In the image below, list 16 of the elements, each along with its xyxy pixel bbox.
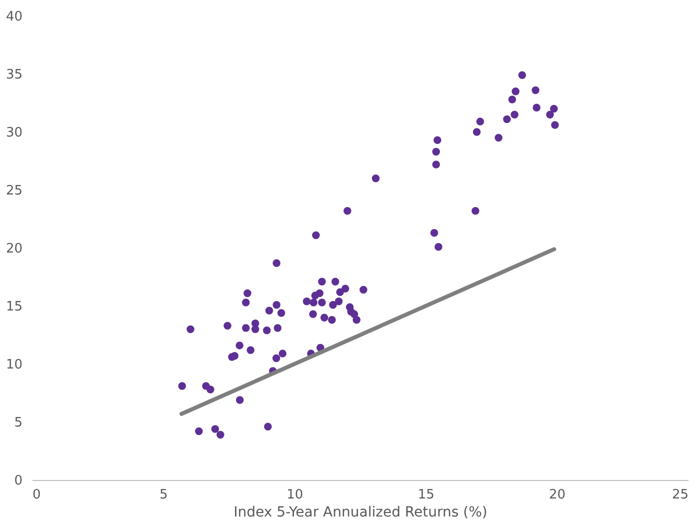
x-tick-label: 5: [160, 488, 168, 502]
y-tick-label: 15: [6, 300, 22, 314]
x-tick-label: 0: [32, 488, 41, 502]
x-tick-label: 25: [672, 488, 688, 502]
x-axis-title: Index 5-Year Annualized Returns (%): [234, 504, 488, 520]
y-tick-label: 35: [6, 68, 22, 82]
y-tick-label: 30: [6, 126, 22, 140]
y-tick-label: 0: [14, 474, 22, 488]
y-tick-label: 25: [6, 184, 22, 198]
x-tick-label: 20: [549, 488, 566, 502]
y-tick-label: 5: [14, 416, 22, 430]
y-tick-label: 40: [6, 10, 22, 24]
x-tick-label: 10: [286, 488, 304, 502]
y-tick-label: 10: [6, 358, 22, 372]
x-tick-label: 15: [418, 488, 434, 502]
y-tick-label: 20: [6, 242, 22, 256]
